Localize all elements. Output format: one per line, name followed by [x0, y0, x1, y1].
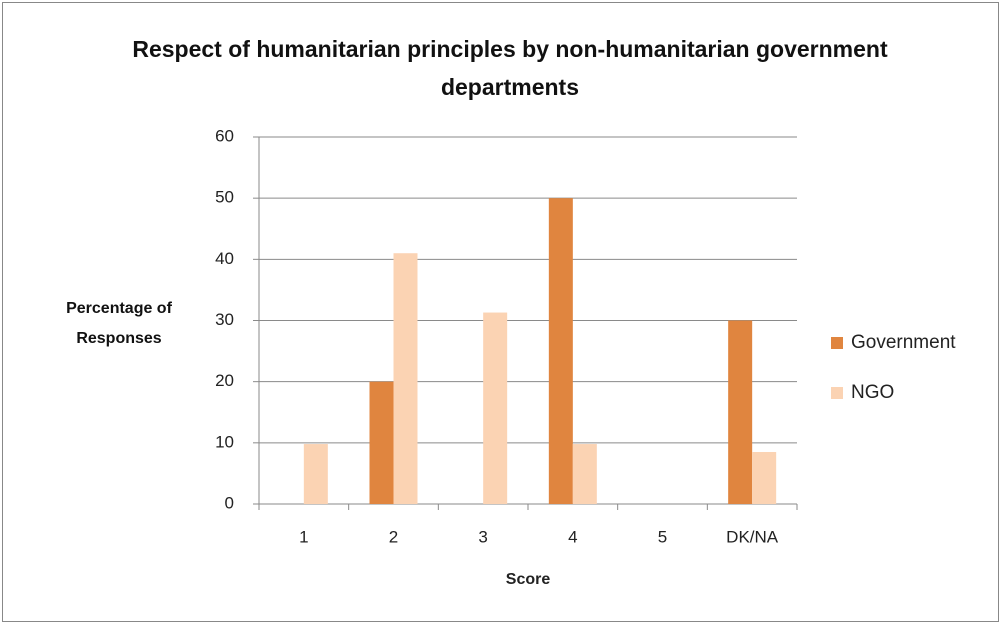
x-tick-label: 5 [658, 527, 667, 546]
y-tick-label: 0 [225, 493, 234, 512]
y-tick-label: 50 [215, 188, 234, 207]
x-tick-label: 3 [478, 527, 487, 546]
y-tick-label: 20 [215, 371, 234, 390]
y-tick-label: 40 [215, 249, 234, 268]
x-tick-label: 1 [299, 527, 308, 546]
y-tick-label: 60 [215, 126, 234, 145]
bar [548, 198, 573, 504]
bar [752, 452, 777, 504]
x-tick-label: 2 [389, 527, 398, 546]
y-tick-label: 10 [215, 432, 234, 451]
legend-swatch [831, 337, 843, 349]
y-tick-label: 30 [215, 310, 234, 329]
x-axis-label: Score [506, 571, 551, 588]
y-axis-label: Percentage of Responses [66, 300, 172, 347]
x-tick-label: DK/NA [726, 527, 779, 546]
bar [572, 444, 597, 504]
legend-label: NGO [851, 382, 894, 403]
bar [728, 320, 753, 504]
x-tick-label: 4 [568, 527, 577, 546]
bar [393, 253, 418, 504]
legend-label: Government [851, 332, 956, 353]
bar [303, 444, 328, 504]
bar [483, 312, 508, 504]
legend-swatch [831, 387, 843, 399]
bar [369, 381, 394, 504]
chart-title: Respect of humanitarian principles by no… [132, 36, 888, 100]
